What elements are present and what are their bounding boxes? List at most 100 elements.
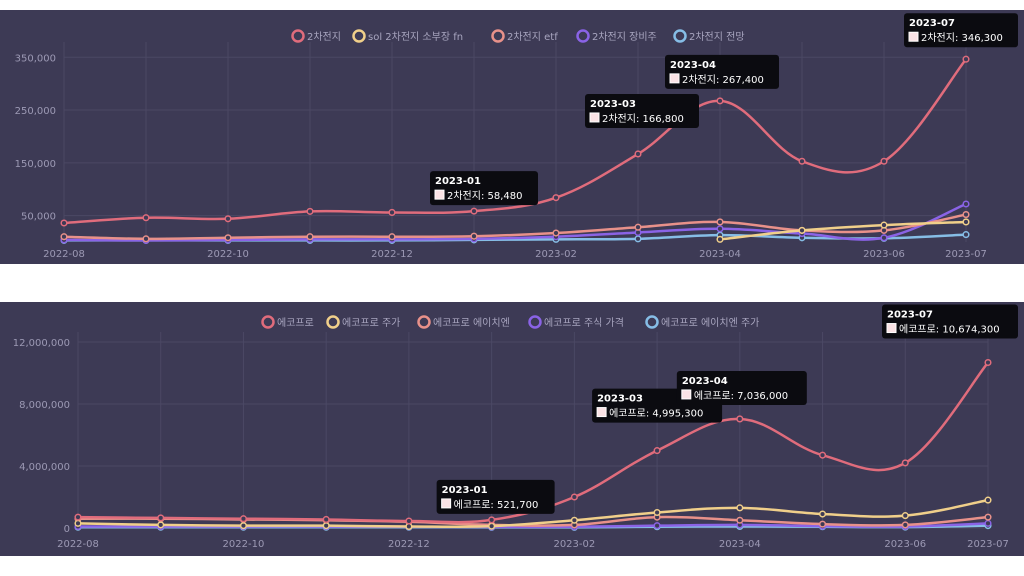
- series-line[interactable]: [63, 202, 967, 242]
- legend-marker-icon[interactable]: [576, 29, 590, 43]
- data-point[interactable]: [74, 519, 82, 527]
- y-tick-label: 0: [64, 524, 70, 535]
- data-point[interactable]: [552, 229, 560, 237]
- data-point[interactable]: [388, 208, 396, 216]
- legend-item-label[interactable]: 에코프로 주식 가격: [544, 316, 624, 329]
- data-point[interactable]: [962, 200, 970, 208]
- data-point[interactable]: [634, 235, 642, 243]
- data-point[interactable]: [634, 150, 642, 158]
- tooltip-value: 에코프로: 7,036,000: [694, 390, 788, 402]
- data-point[interactable]: [901, 521, 909, 529]
- legend-item-label[interactable]: 2차전지 전망: [689, 31, 745, 43]
- tooltip-background: [665, 54, 779, 89]
- data-point[interactable]: [962, 231, 970, 239]
- legend-item-label[interactable]: 2차전지 장비주: [592, 31, 657, 43]
- legend-marker-icon[interactable]: [673, 29, 687, 43]
- data-point[interactable]: [962, 211, 970, 219]
- data-point[interactable]: [880, 157, 888, 165]
- data-point[interactable]: [962, 55, 970, 63]
- data-point[interactable]: [901, 512, 909, 520]
- x-tick-label: 2022-08: [57, 539, 99, 550]
- tooltip: 2023-07 에코프로: 10,674,300: [882, 304, 1018, 339]
- legend-item-label[interactable]: 2차전지 etf: [507, 31, 558, 43]
- data-point[interactable]: [388, 233, 396, 241]
- data-point[interactable]: [570, 516, 578, 524]
- y-tick-label: 4,000,000: [19, 462, 70, 473]
- data-point[interactable]: [470, 207, 478, 215]
- data-point[interactable]: [798, 157, 806, 165]
- tooltip-value: 2차전지: 346,300: [921, 32, 1003, 44]
- tooltip-color-swatch-icon: [434, 189, 445, 200]
- data-point[interactable]: [470, 232, 478, 240]
- data-point[interactable]: [901, 459, 909, 467]
- data-point[interactable]: [488, 516, 496, 524]
- data-point[interactable]: [962, 218, 970, 226]
- legend-item-label[interactable]: 에코프로: [277, 317, 314, 329]
- data-point[interactable]: [653, 447, 661, 455]
- data-point[interactable]: [736, 504, 744, 512]
- data-point[interactable]: [74, 513, 82, 521]
- data-point[interactable]: [224, 234, 232, 242]
- data-point[interactable]: [60, 219, 68, 227]
- data-point[interactable]: [736, 415, 744, 423]
- data-point[interactable]: [818, 451, 827, 459]
- data-point[interactable]: [984, 519, 992, 527]
- data-point[interactable]: [880, 234, 888, 242]
- data-point[interactable]: [818, 520, 827, 528]
- data-point[interactable]: [142, 214, 150, 222]
- data-point[interactable]: [634, 223, 642, 231]
- legend-item-label[interactable]: 2차전지: [307, 31, 341, 43]
- data-point[interactable]: [239, 522, 248, 530]
- data-point[interactable]: [322, 515, 330, 524]
- data-point[interactable]: [818, 510, 827, 518]
- tooltip-date: 2023-03: [597, 394, 643, 405]
- legend-marker-icon[interactable]: [645, 315, 659, 329]
- data-point[interactable]: [322, 522, 330, 530]
- data-point[interactable]: [157, 514, 165, 522]
- legend-marker-icon[interactable]: [491, 29, 505, 43]
- series-line[interactable]: [77, 498, 989, 529]
- data-point[interactable]: [716, 218, 724, 226]
- data-point[interactable]: [984, 496, 992, 504]
- data-point[interactable]: [798, 226, 806, 234]
- data-point[interactable]: [880, 221, 888, 229]
- data-point[interactable]: [60, 233, 68, 241]
- data-point[interactable]: [488, 522, 496, 530]
- y-tick-label: 8,000,000: [19, 400, 70, 411]
- data-point[interactable]: [552, 194, 560, 202]
- data-point[interactable]: [653, 522, 661, 530]
- x-tick-label: 2023-07: [945, 249, 987, 260]
- x-tick-label: 2023-02: [535, 249, 577, 260]
- series-line[interactable]: [719, 220, 967, 241]
- data-point[interactable]: [405, 517, 413, 525]
- data-point[interactable]: [716, 225, 724, 233]
- data-point[interactable]: [984, 513, 992, 521]
- data-point[interactable]: [716, 235, 724, 243]
- data-point[interactable]: [157, 521, 165, 529]
- data-point[interactable]: [239, 515, 248, 523]
- data-point[interactable]: [653, 508, 661, 517]
- data-point[interactable]: [736, 516, 744, 524]
- legend-marker-icon[interactable]: [417, 315, 431, 329]
- data-point[interactable]: [306, 207, 314, 215]
- y-tick-label: 350,000: [15, 53, 56, 64]
- legend-item-label[interactable]: sol 2차전지 소부장 fn: [368, 31, 463, 43]
- legend-item-label[interactable]: 에코프로 주가: [342, 317, 400, 329]
- x-tick-label: 2023-06: [863, 249, 905, 260]
- data-point[interactable]: [984, 358, 992, 367]
- x-tick-label: 2023-04: [699, 249, 741, 260]
- data-point[interactable]: [142, 235, 150, 243]
- legend-marker-icon[interactable]: [528, 315, 542, 329]
- data-point[interactable]: [570, 493, 578, 501]
- legend-item-label[interactable]: 에코프로 에이치엔 주가: [661, 317, 759, 329]
- data-point[interactable]: [224, 215, 232, 223]
- tooltip-color-swatch-icon: [886, 323, 897, 334]
- legend-marker-icon[interactable]: [326, 315, 340, 329]
- legend-marker-icon[interactable]: [291, 29, 305, 43]
- legend-marker-icon[interactable]: [261, 315, 275, 329]
- data-point[interactable]: [716, 97, 724, 105]
- legend-marker-icon[interactable]: [352, 29, 366, 43]
- legend-item-label[interactable]: 에코프로 에이치엔: [433, 317, 510, 329]
- tooltip-background: [436, 479, 555, 514]
- data-point[interactable]: [306, 233, 314, 241]
